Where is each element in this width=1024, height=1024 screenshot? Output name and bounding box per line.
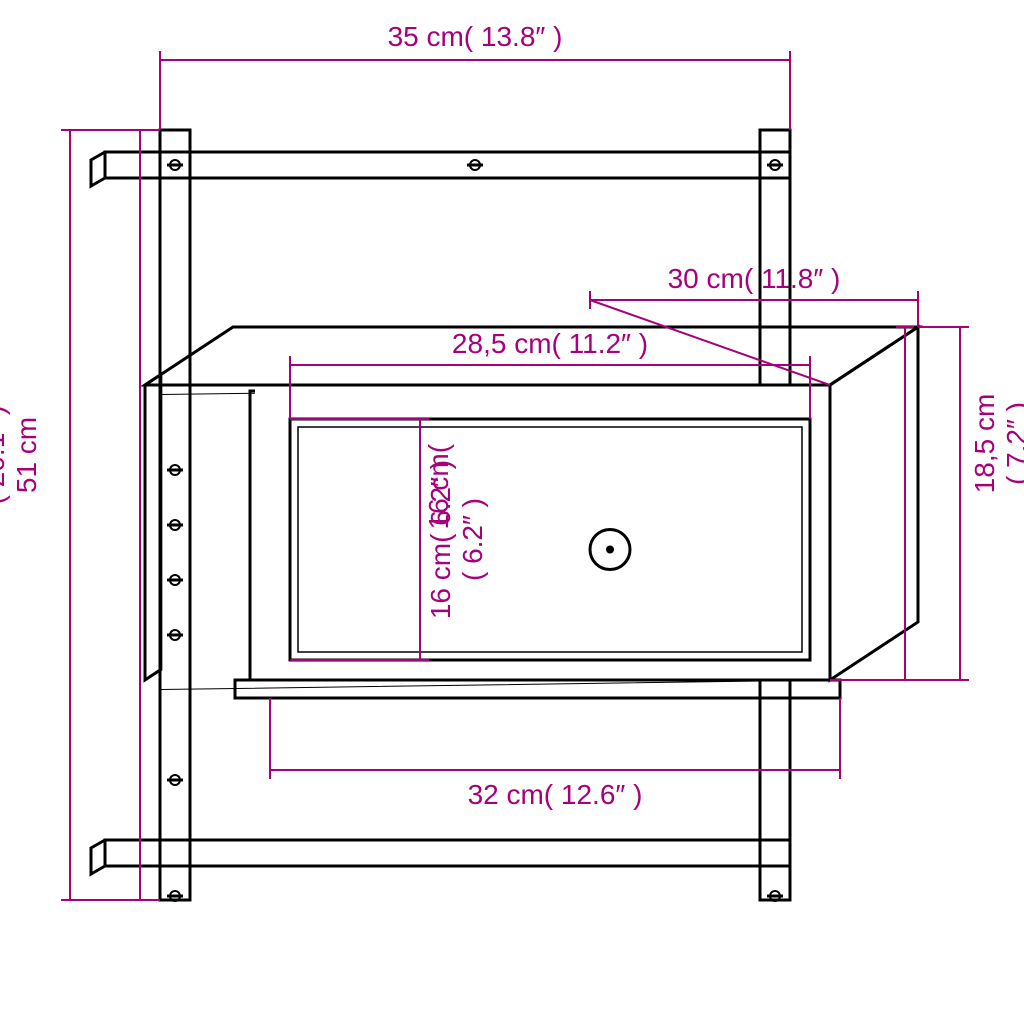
dimension-label: ( 7.2″ ) bbox=[1001, 402, 1024, 485]
dimension-label: 28,5 cm( 11.2″ ) bbox=[452, 328, 648, 359]
dimension-label: 32 cm( 12.6″ ) bbox=[468, 779, 643, 810]
dimension-label: 35 cm( 13.8″ ) bbox=[388, 21, 563, 52]
dimension-label: 30 cm( 11.8″ ) bbox=[668, 263, 841, 294]
dimension-label: ( 6.2″ ) bbox=[457, 498, 488, 581]
dimension-label: 18,5 cm bbox=[969, 394, 1000, 494]
dimension-label: ( 20.1″ ) bbox=[0, 406, 10, 505]
dimension-label: 51 cm bbox=[11, 417, 42, 493]
svg-text:16 cm( 6.2″ ): 16 cm( 6.2″ ) bbox=[425, 460, 456, 619]
